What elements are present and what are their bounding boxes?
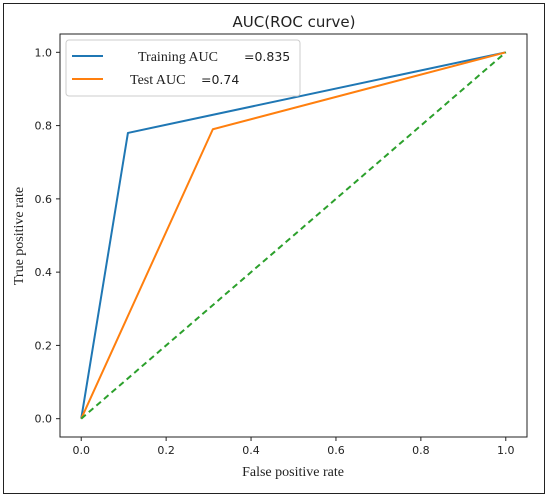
x-tick-label: 0.0 [72,444,90,457]
x-tick-label: 0.8 [412,444,430,457]
x-tick-label: 0.4 [242,444,260,457]
axis-ticks: 0.0 0.2 0.4 0.6 0.8 1.0 0.0 0.2 0.4 0.6 0.8 1.0 [35,46,515,457]
y-tick-label: 0.6 [35,193,53,206]
series-line-training [80,51,506,419]
y-axis-label: True positive rate [12,187,27,285]
x-tick-label: 0.2 [157,444,175,457]
y-tick-label: 0.2 [35,339,53,352]
series-layer [80,51,507,420]
legend-label-test: Test AUC [130,73,185,88]
legend: Training AUC =0.835 Test AUC =0.74 [65,39,301,97]
series-line-chance [80,51,507,420]
y-tick-label: 0.8 [35,120,53,133]
x-tick-label: 1.0 [497,444,515,457]
x-tick-label: 0.6 [327,444,345,457]
x-axis-label: False positive rate [242,465,344,480]
y-tick-label: 1.0 [35,46,53,59]
legend-value-training: =0.835 [244,49,290,64]
legend-box [65,39,301,97]
chart-title: AUC(ROC curve) [233,13,356,31]
legend-value-test: =0.74 [201,72,239,87]
series-line-test [80,51,507,420]
y-tick-label: 0.4 [35,266,53,279]
y-tick-label: 0.0 [35,413,53,426]
legend-label-training: Training AUC [138,50,218,65]
